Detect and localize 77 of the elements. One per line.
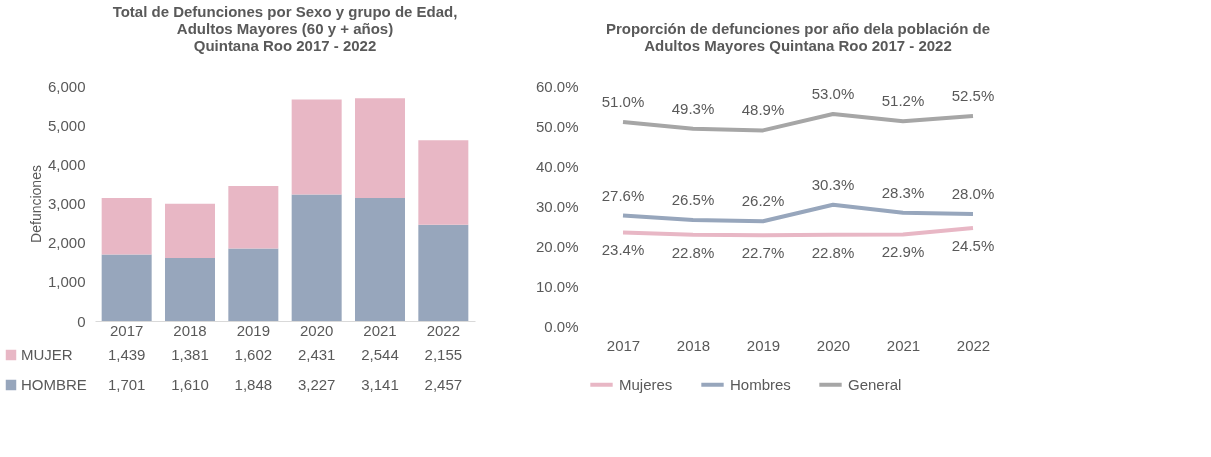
y-tick-label: 20.0% — [535, 237, 579, 255]
data-label: 1,439 — [107, 346, 146, 363]
bar — [165, 203, 215, 258]
y-tick-label: 40.0% — [535, 157, 579, 175]
data-label: 26.5% — [671, 191, 715, 208]
y-tick-label: 10.0% — [535, 277, 579, 295]
data-label: 1,602 — [234, 346, 273, 363]
y-tick-label: 6,000 — [47, 77, 86, 95]
data-label: 2,457 — [424, 376, 463, 393]
data-label: 1,701 — [107, 376, 146, 393]
y-tick-label: 3,000 — [47, 195, 86, 212]
x-tick-label: 2018 — [676, 336, 711, 354]
y-tick-label: 5,000 — [47, 116, 86, 134]
y-tick-label: 4,000 — [47, 155, 86, 173]
legend-label: General — [848, 375, 902, 393]
x-tick-label: 2022 — [426, 321, 461, 339]
x-tick-label: 2019 — [746, 336, 781, 354]
data-label: 24.5% — [951, 237, 995, 254]
y-tick-label: 0 — [77, 312, 86, 330]
data-label: 22.8% — [811, 243, 855, 261]
y-tick-label: 2,000 — [47, 234, 86, 252]
x-tick-label: 2020 — [299, 321, 334, 339]
legend-label: Hombres — [730, 375, 791, 393]
x-tick-label: 2017 — [606, 336, 641, 354]
bar — [101, 254, 152, 321]
data-label: 3,141 — [361, 376, 399, 393]
data-label: 52.5% — [951, 87, 995, 104]
data-label: 51.0% — [601, 93, 645, 110]
legend-label: Mujeres — [619, 375, 673, 393]
bar — [291, 99, 342, 195]
x-tick-label: 2018 — [173, 321, 207, 339]
y-tick-label: 0.0% — [544, 317, 579, 335]
data-label: 22.9% — [881, 243, 925, 261]
data-label: 1,381 — [171, 346, 209, 363]
data-label: 1,610 — [171, 376, 209, 393]
data-label: 23.4% — [601, 241, 645, 259]
data-label: 22.7% — [741, 244, 785, 262]
bar — [228, 185, 279, 249]
data-label: 3,227 — [297, 376, 336, 393]
data-label: 28.0% — [951, 185, 995, 202]
bar — [355, 98, 405, 198]
data-label: 2,544 — [361, 346, 399, 363]
chart-title: Total de Defunciones por Sexo y grupo de Edad, Adultos Mayores (60 y + años) Quintana Roo 2017 - 2022 — [112, 3, 458, 54]
x-tick-label: 2017 — [109, 321, 144, 339]
y-tick-label: 50.0% — [535, 117, 579, 135]
data-label: 48.9% — [741, 101, 785, 119]
chart-title: Proporción de defunciones por año dela población de Adultos Mayores Quintana Roo 2017 - 2022 — [605, 20, 991, 54]
data-label: 1,848 — [234, 376, 273, 393]
data-label: 51.2% — [881, 92, 925, 110]
y-tick-label: 60.0% — [535, 77, 579, 95]
bar — [165, 257, 215, 321]
legend-label: HOMBRE — [21, 376, 87, 393]
bar — [418, 140, 469, 225]
legend-label: MUJER — [21, 346, 73, 363]
data-label: 49.3% — [671, 99, 715, 117]
data-label: 26.2% — [741, 192, 785, 210]
bar — [418, 224, 469, 321]
x-tick-label: 2020 — [816, 336, 851, 354]
x-tick-label: 2022 — [956, 336, 991, 354]
data-label: 28.3% — [881, 183, 925, 201]
data-label: 53.0% — [811, 85, 855, 102]
bar — [101, 198, 152, 255]
x-tick-label: 2021 — [886, 336, 921, 354]
data-label: 27.6% — [601, 186, 645, 204]
line-series — [621, 226, 975, 238]
x-tick-label: 2019 — [236, 321, 271, 339]
data-label: 2,431 — [297, 346, 336, 363]
bar — [228, 248, 279, 321]
y-axis-title: Defunciones — [27, 165, 44, 243]
y-tick-label: 1,000 — [47, 273, 86, 291]
bar — [291, 194, 342, 321]
data-label: 2,155 — [424, 346, 463, 363]
x-tick-label: 2021 — [363, 321, 397, 339]
y-tick-label: 30.0% — [535, 197, 579, 215]
data-label: 22.8% — [671, 243, 715, 261]
bar — [355, 197, 405, 321]
data-label: 30.3% — [811, 175, 855, 193]
